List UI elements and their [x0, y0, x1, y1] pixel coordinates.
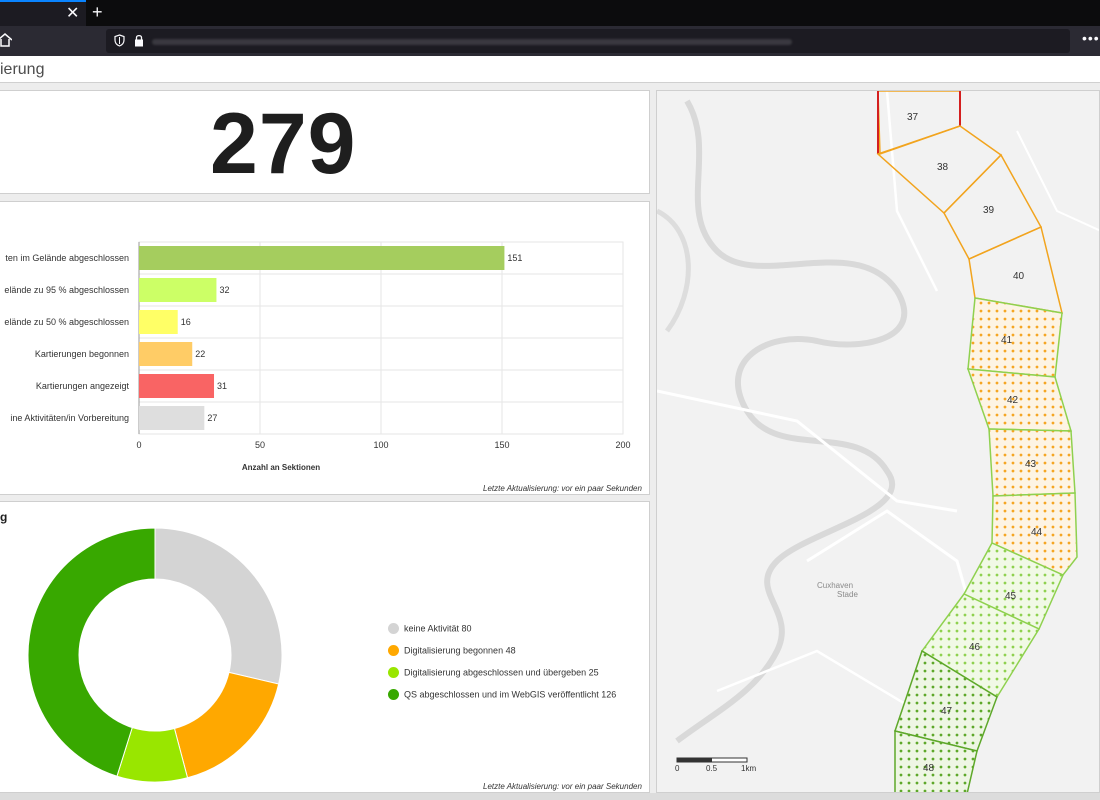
bar-value-label: 31	[217, 381, 227, 391]
section-label: 37	[907, 112, 919, 123]
x-tick-label: 200	[615, 440, 630, 450]
bar	[139, 342, 193, 366]
legend-dot	[388, 645, 399, 657]
url-bar[interactable]	[106, 29, 1070, 53]
donut-legend-item: Digitalisierung abgeschlossen und überge…	[388, 667, 599, 681]
status-bar	[0, 793, 1100, 800]
map-river	[675, 99, 908, 744]
x-axis-title: Anzahl an Sektionen	[242, 463, 320, 472]
map-panel[interactable]: Cuxhaven Stade 37 38 39 40 41 42 43 44 4…	[656, 90, 1100, 793]
y-category-label: ine Aktivitäten/in Vorbereitung	[10, 413, 129, 423]
donut-chart-title: g	[0, 510, 8, 524]
donut-slice	[173, 671, 280, 779]
donut-legend-item: Digitalisierung begonnen 48	[388, 645, 516, 659]
bar-chart-panel: 0 50 100 150 200 151 ten im Gelände abgeschlos…	[0, 201, 650, 495]
legend-label: Digitalisierung begonnen 48	[404, 645, 516, 656]
bar-value-label: 22	[195, 349, 205, 359]
x-tick-label: 150	[494, 440, 509, 450]
browser-toolbar: •••	[0, 26, 1100, 56]
dashboard-title: ierung	[0, 61, 45, 78]
indicator-value: 279	[210, 96, 357, 192]
legend-dot	[388, 623, 399, 635]
bar-value-label: 151	[507, 253, 522, 263]
section-label: 46	[969, 642, 981, 653]
map-river-branch	[657, 208, 691, 333]
legend-dot	[388, 667, 399, 679]
donut-slice	[27, 527, 156, 777]
y-category-label: elände zu 50 % abgeschlossen	[4, 317, 129, 327]
y-category-label: ten im Gelände abgeschlossen	[5, 253, 129, 263]
browser-tab-active[interactable]: ✕	[0, 0, 86, 26]
section-42[interactable]	[966, 368, 1073, 432]
new-tab-icon[interactable]: +	[92, 2, 103, 22]
y-category-label: Kartierungen begonnen	[35, 349, 129, 359]
section-label: 39	[983, 205, 995, 216]
bar	[139, 406, 205, 430]
home-icon[interactable]	[0, 33, 12, 47]
section-48[interactable]	[894, 730, 978, 793]
bar	[139, 310, 178, 334]
scale-label: 0	[675, 764, 680, 773]
section-label: 41	[1001, 335, 1013, 346]
map-place-label: Cuxhaven	[817, 581, 853, 590]
map-road	[1016, 130, 1099, 232]
section-label: 42	[1007, 395, 1019, 406]
donut-legend-item: QS abgeschlossen und im WebGIS veröffent…	[388, 689, 616, 703]
x-tick-label: 50	[255, 440, 265, 450]
legend-label: keine Aktivität 80	[404, 623, 472, 634]
map-canvas[interactable]: Cuxhaven Stade 37 38 39 40 41 42 43 44 4…	[657, 91, 1100, 793]
map-scale-bar: 0 0.5 1km	[675, 757, 756, 773]
scale-label: 0.5	[706, 764, 718, 773]
donut-slice	[154, 527, 283, 685]
section-label: 44	[1031, 527, 1043, 538]
legend-label: QS abgeschlossen und im WebGIS veröffent…	[404, 689, 617, 700]
bar	[139, 278, 217, 302]
map-road	[657, 389, 958, 513]
x-tick-label: 0	[136, 440, 141, 450]
bar-value-label: 32	[219, 285, 229, 295]
section-41[interactable]	[967, 297, 1063, 378]
map-road	[885, 91, 939, 292]
page-actions-menu-icon[interactable]: •••	[1082, 30, 1100, 46]
map-place-label: Stade	[837, 590, 858, 599]
section-label: 38	[937, 162, 949, 173]
bar	[139, 374, 215, 398]
y-category-label: elände zu 95 % abgeschlossen	[4, 285, 129, 295]
donut-chart-last-update: Letzte Aktualisierung: vor ein paar Seku…	[483, 782, 642, 791]
x-tick-label: 100	[373, 440, 388, 450]
close-tab-icon[interactable]: ✕	[66, 5, 80, 22]
scale-label: 1km	[741, 764, 756, 773]
url-text-blurred	[152, 39, 792, 45]
legend-label: Digitalisierung abgeschlossen und überge…	[404, 667, 599, 678]
bar-chart: 0 50 100 150 200 151 ten im Gelände abgeschlos…	[4, 241, 631, 472]
section-label: 43	[1025, 459, 1037, 470]
legend-dot	[388, 689, 399, 701]
donut-chart	[27, 527, 283, 783]
shield-icon[interactable]	[114, 34, 125, 47]
bar-value-label: 27	[207, 413, 217, 423]
indicator-panel	[0, 90, 650, 194]
browser-tab-bar: ✕ +	[0, 0, 1100, 26]
section-label: 48	[923, 763, 935, 774]
section-37-border	[877, 91, 961, 154]
section-label: 45	[1005, 591, 1017, 602]
y-category-label: Kartierungen angezeigt	[36, 381, 130, 391]
lock-icon	[135, 34, 143, 47]
bar-chart-last-update: Letzte Aktualisierung: vor ein paar Seku…	[483, 484, 642, 493]
donut-chart-panel: Letzte Aktualisierung: vor ein paar Seku…	[0, 501, 650, 793]
bar	[139, 246, 505, 270]
donut-legend-item: keine Aktivität 80	[388, 623, 472, 637]
section-44[interactable]	[991, 492, 1078, 576]
bar-value-label: 16	[181, 317, 191, 327]
dashboard-header: ierung	[0, 56, 1100, 83]
section-label: 40	[1013, 271, 1025, 282]
section-label: 47	[941, 706, 953, 717]
